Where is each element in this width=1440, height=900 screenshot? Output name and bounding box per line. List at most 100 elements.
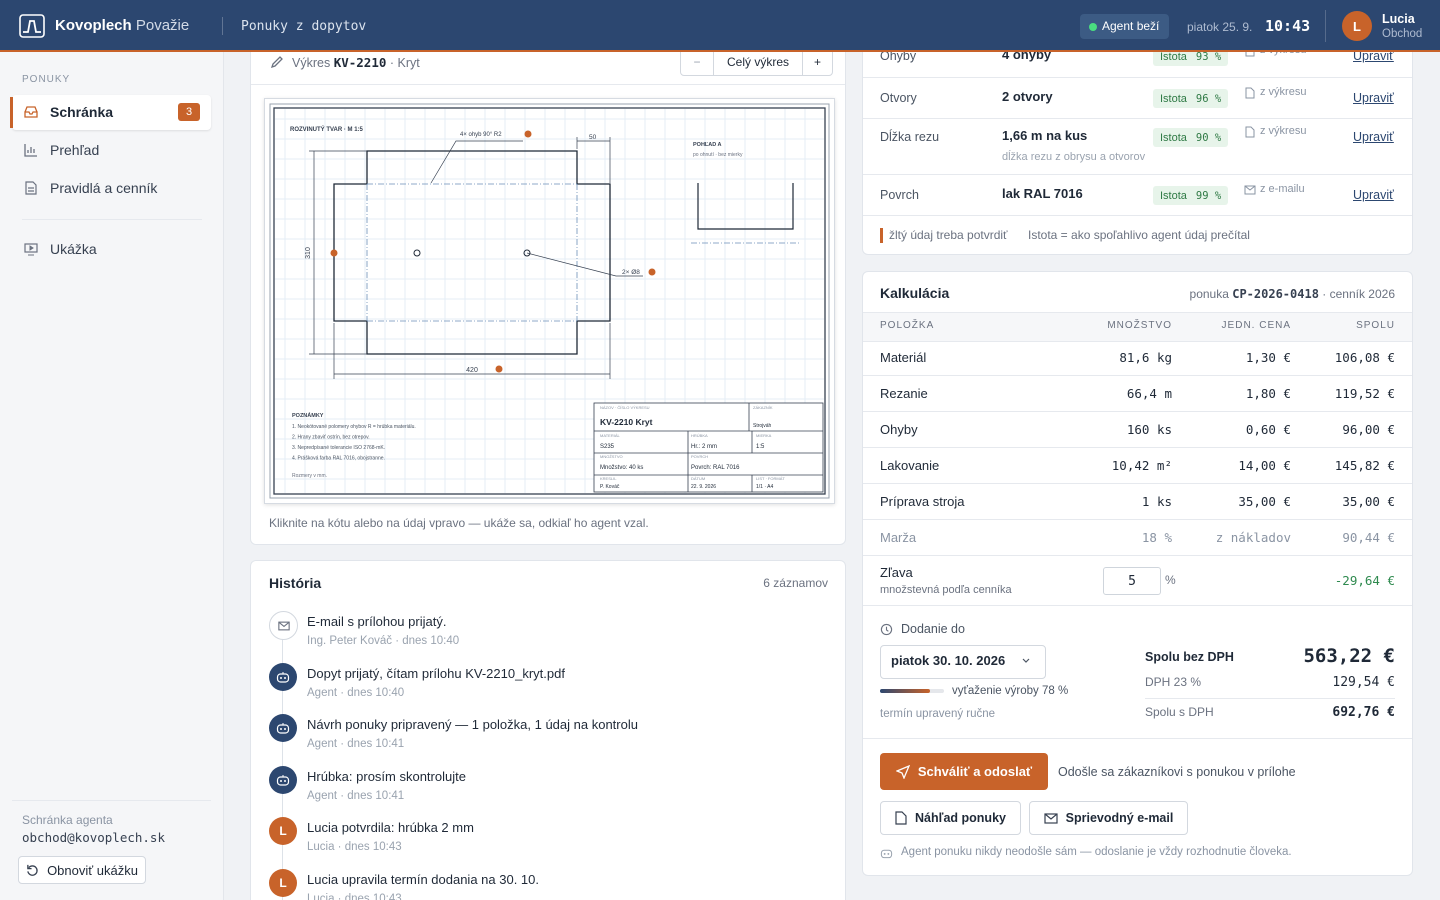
column-header: POLOŽKA	[880, 320, 935, 331]
nav-icon	[24, 144, 37, 157]
column-header: MNOŽSTVO	[1107, 320, 1172, 331]
row-divider	[863, 174, 1412, 175]
email-button[interactable]: Sprievodný e-mail	[1029, 801, 1188, 835]
legend-bar	[880, 228, 883, 243]
row-divider	[863, 411, 1412, 412]
confidence-label: Istota	[1160, 92, 1187, 105]
history-count: 6 záznamov	[763, 576, 828, 590]
load-label: vyťaženie výroby 78 %	[952, 685, 1069, 697]
nav-item[interactable]: Schránka	[50, 104, 114, 120]
time: 10:43	[1265, 17, 1311, 35]
source-icon	[1245, 87, 1255, 99]
edit-link[interactable]: Upraviť	[1353, 188, 1394, 202]
row-divider	[863, 375, 1412, 376]
nav-badge: 3	[178, 103, 200, 121]
preview-button[interactable]: Náhľad ponuky	[880, 801, 1021, 835]
nav-icon	[24, 106, 38, 118]
ref-prefix: ponuka	[1189, 287, 1229, 301]
block-label: MNOŽSTVO	[600, 454, 623, 459]
history-avatar: L	[269, 817, 297, 846]
discount-input[interactable]: 5	[1103, 567, 1161, 595]
history-icon	[269, 714, 297, 743]
delivery-note: termín upravený ručne	[880, 708, 996, 720]
approve-note: Odošle sa zákazníkovi s ponukou v príloh…	[1058, 765, 1296, 779]
send-icon	[895, 764, 910, 779]
legend-confidence: Istota = ako spoľahlivo agent údaj prečí…	[1028, 228, 1250, 242]
discount-label: Zľava	[880, 565, 913, 580]
edit-link[interactable]: Upraviť	[1353, 49, 1394, 63]
note: 1. Neokótované polomery ohybov R = hrúbk…	[292, 424, 416, 430]
item-cell: 14,00 €	[1238, 457, 1291, 473]
history-text: Lucia potvrdila: hrúbka 2 mm	[307, 820, 474, 836]
block-value: Hr.: 2 mm	[691, 444, 717, 450]
block-label: HRÚBKA	[691, 433, 708, 438]
technical-drawing[interactable]: ROZVINUTÝ TVAR · M 1:5 4× ohyb 90° R2 50…	[264, 98, 835, 504]
user-role: Obchod	[1382, 28, 1423, 40]
total-value: 563,22 €	[1303, 645, 1395, 667]
nav-item[interactable]: Ukážka	[50, 241, 97, 257]
part-outline	[333, 150, 611, 355]
history-meta: Ing. Peter Kováč · dnes 10:40	[307, 635, 460, 647]
block-label: POVRCH	[691, 454, 708, 459]
field-value: lak RAL 7016	[1002, 186, 1083, 201]
item-cell: 145,82 €	[1334, 457, 1395, 473]
zoom-fit[interactable]: Celý výkres	[714, 49, 803, 75]
block-label: LIST · FORMÁT	[756, 476, 785, 481]
preview-label: Náhľad ponuky	[915, 811, 1006, 825]
timeline	[282, 625, 283, 900]
item-cell: 81,6 kg	[1119, 349, 1172, 365]
item-cell: z nákladov	[1215, 529, 1291, 545]
item-cell: 90,44 €	[1342, 529, 1395, 545]
field-note: dĺžka rezu z obrysu a otvorov	[1002, 151, 1146, 163]
item-name: Lakovanie	[880, 457, 940, 473]
zoom-out[interactable]: −	[681, 49, 714, 75]
disclaimer: Agent ponuku nikdy neodošle sám — odosla…	[901, 846, 1292, 858]
row-divider	[863, 483, 1412, 484]
ref-number: CP-2026-0418	[1232, 287, 1319, 301]
zoom-in[interactable]: +	[813, 55, 821, 69]
row-divider	[863, 605, 1412, 606]
edit-link[interactable]: Upraviť	[1353, 130, 1394, 144]
edit-link[interactable]: Upraviť	[1353, 91, 1394, 105]
discount-total: -29,64 €	[1334, 573, 1395, 588]
nav-icon	[24, 243, 38, 256]
field-source: z výkresu	[1260, 86, 1307, 98]
avatar[interactable]: L	[1342, 11, 1372, 41]
field-label: Dĺžka rezu	[880, 130, 940, 144]
confidence-pill: Istota 99 %	[1153, 186, 1229, 205]
history-icon	[269, 611, 298, 640]
history-meta: Agent · dnes 10:41	[307, 789, 405, 802]
block-value: 1:5	[756, 444, 765, 450]
reset-label: Obnoviť ukážku	[47, 862, 138, 878]
reset-button[interactable]: Obnoviť ukážku	[18, 856, 146, 884]
history-text: Návrh ponuky pripravený — 1 položka, 1 ú…	[307, 717, 638, 733]
title-block	[593, 402, 824, 493]
divider	[863, 738, 1412, 739]
total-value: 129,54 €	[1332, 675, 1395, 690]
column-header: SPOLU	[1356, 320, 1395, 331]
logo[interactable]	[19, 14, 45, 38]
block-value: Strojváh	[753, 423, 772, 429]
delivery-date: piatok 30. 10. 2026	[891, 653, 1006, 668]
brand-suffix: Považie	[135, 17, 190, 34]
divider	[1145, 698, 1395, 699]
approve-button[interactable]: Schváliť a odoslať	[880, 753, 1048, 790]
item-cell: 106,08 €	[1334, 349, 1395, 365]
block-value: KV-2210 Kryt	[600, 417, 653, 427]
nav-active[interactable]	[12, 95, 211, 130]
history-text: Hrúbka: prosím skontrolujte	[307, 768, 466, 784]
view-a: POHĽAD A	[693, 142, 722, 148]
block-value: Povrch: RAL 7016	[691, 465, 740, 471]
view-a-shape	[697, 183, 794, 230]
field-value: 1,66 m na kus	[1002, 128, 1088, 143]
field-source: z výkresu	[1260, 125, 1307, 137]
delivery-select[interactable]	[880, 645, 1046, 679]
item-name: Marža	[880, 529, 917, 545]
nav-item[interactable]: Pravidlá a cenník	[50, 180, 158, 196]
item-cell: 119,52 €	[1334, 385, 1395, 401]
history-text: Dopyt prijatý, čítam prílohu KV-2210_kry…	[307, 665, 565, 681]
history-title: História	[269, 575, 322, 591]
sheet-border	[269, 103, 830, 499]
nav-item[interactable]: Prehľad	[50, 142, 100, 158]
item-cell: 0,60 €	[1245, 421, 1291, 437]
